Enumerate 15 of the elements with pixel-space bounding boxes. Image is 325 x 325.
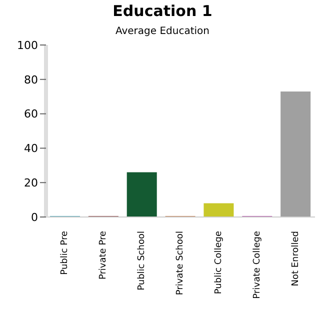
chart-title: Education 1 xyxy=(112,2,214,20)
y-tick-label: 40 xyxy=(24,142,38,156)
y-tick-label: 100 xyxy=(17,38,38,52)
y-tick-label: 20 xyxy=(24,176,38,190)
x-tick-label: Public Pre xyxy=(60,230,70,275)
chart-subtitle: Average Education xyxy=(114,26,211,37)
x-tick-label: Public School xyxy=(137,231,148,290)
x-tick-label: Private College xyxy=(252,230,262,299)
y-tick-label: 80 xyxy=(24,73,38,86)
x-tick-label: Public College xyxy=(214,230,224,294)
y-tick-label: 0 xyxy=(31,210,38,224)
y-tick-label: 60 xyxy=(24,108,38,121)
x-tick-label: Private School xyxy=(176,231,186,296)
x-tick-label: Private Pre xyxy=(98,230,109,280)
x-tick-label: Not Enrolled xyxy=(290,231,301,286)
